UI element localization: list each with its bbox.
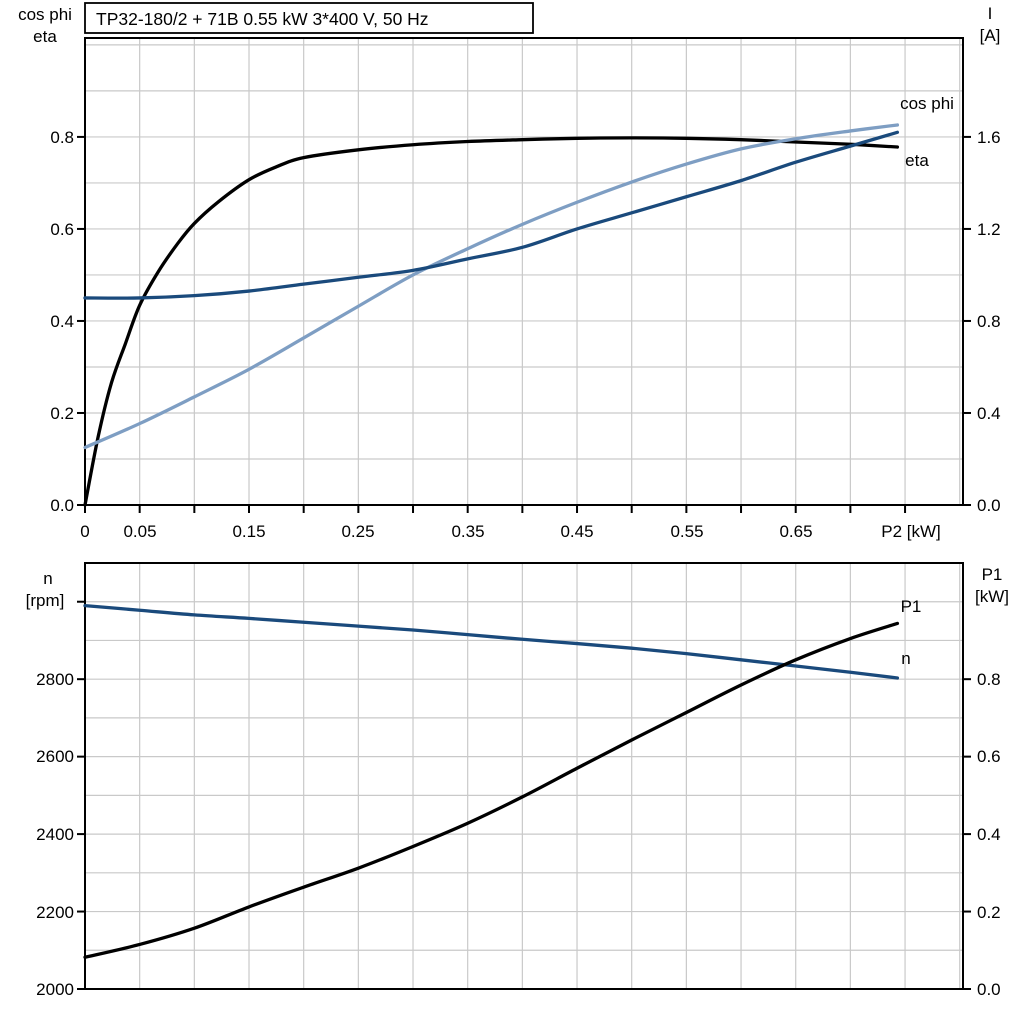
x-tick-0.65: 0.65 bbox=[779, 522, 812, 541]
x-tick-0: 0 bbox=[80, 522, 89, 541]
bottom-left-tick-2000: 2000 bbox=[36, 980, 74, 999]
curve-i bbox=[83, 130, 900, 300]
bottom-left-tick-2800: 2800 bbox=[36, 670, 74, 689]
top-right-tick-1.2: 1.2 bbox=[977, 220, 1001, 239]
bottom-left-tick-2600: 2600 bbox=[36, 747, 74, 766]
bottom-left-tick-2400: 2400 bbox=[36, 825, 74, 844]
top-left-axis-title-line1: cos phi bbox=[18, 5, 72, 24]
top-right-axis-title-line1: I bbox=[988, 4, 993, 23]
x-tick-0.55: 0.55 bbox=[670, 522, 703, 541]
top-left-tick-0.4: 0.4 bbox=[50, 312, 74, 331]
bottom-right-tick-0.0: 0.0 bbox=[977, 980, 1001, 999]
x-tick-0.35: 0.35 bbox=[451, 522, 484, 541]
x-tick-0.25: 0.25 bbox=[341, 522, 374, 541]
chart-title: TP32-180/2 + 71B 0.55 kW 3*400 V, 50 Hz bbox=[96, 9, 429, 29]
bottom-left-tick-2200: 2200 bbox=[36, 903, 74, 922]
curve-eta bbox=[83, 136, 900, 507]
bottom-right-axis-title-line1: P1 bbox=[982, 565, 1003, 584]
bottom-right-tick-0.4: 0.4 bbox=[977, 825, 1001, 844]
curve-cos-phi bbox=[83, 123, 900, 450]
top-right-axis-title-line2: [A] bbox=[980, 26, 1001, 45]
bottom-right-axis-title-line2: [kW] bbox=[975, 587, 1009, 606]
plot-frame bbox=[84, 562, 964, 990]
top-left-tick-0.0: 0.0 bbox=[50, 496, 74, 515]
top-left-tick-0.6: 0.6 bbox=[50, 220, 74, 239]
x-tick-0.45: 0.45 bbox=[560, 522, 593, 541]
top-chart-grid bbox=[85, 38, 963, 505]
bottom-chart-axes bbox=[77, 562, 971, 990]
eta-curve-label: eta bbox=[905, 151, 929, 170]
curve-p1 bbox=[83, 621, 900, 959]
top-right-tick-0.0: 0.0 bbox=[977, 496, 1001, 515]
bottom-left-axis-title-line1: n bbox=[43, 569, 52, 588]
curve-n bbox=[83, 603, 900, 680]
bottom-chart-curves bbox=[83, 603, 900, 959]
cos-phi-curve-label: cos phi bbox=[900, 94, 954, 113]
p1-curve-label: P1 bbox=[901, 597, 922, 616]
top-right-tick-1.6: 1.6 bbox=[977, 128, 1001, 147]
top-chart-axes bbox=[77, 37, 971, 513]
top-left-axis-title-line2: eta bbox=[33, 27, 57, 46]
x-axis-title: P2 [kW] bbox=[881, 522, 941, 541]
bottom-right-tick-0.8: 0.8 bbox=[977, 670, 1001, 689]
bottom-left-axis-title-line2: [rpm] bbox=[26, 591, 65, 610]
plot-frame bbox=[84, 37, 964, 506]
n-curve-label: n bbox=[901, 649, 910, 668]
top-right-tick-0.4: 0.4 bbox=[977, 404, 1001, 423]
top-left-tick-0.8: 0.8 bbox=[50, 128, 74, 147]
bottom-chart-grid bbox=[85, 563, 963, 989]
top-left-tick-0.2: 0.2 bbox=[50, 404, 74, 423]
bottom-right-tick-0.2: 0.2 bbox=[977, 903, 1001, 922]
title-box bbox=[84, 2, 534, 34]
bottom-right-tick-0.6: 0.6 bbox=[977, 747, 1001, 766]
x-tick-0.15: 0.15 bbox=[232, 522, 265, 541]
x-tick-0.05: 0.05 bbox=[123, 522, 156, 541]
top-chart-curves bbox=[83, 123, 900, 507]
top-right-tick-0.8: 0.8 bbox=[977, 312, 1001, 331]
